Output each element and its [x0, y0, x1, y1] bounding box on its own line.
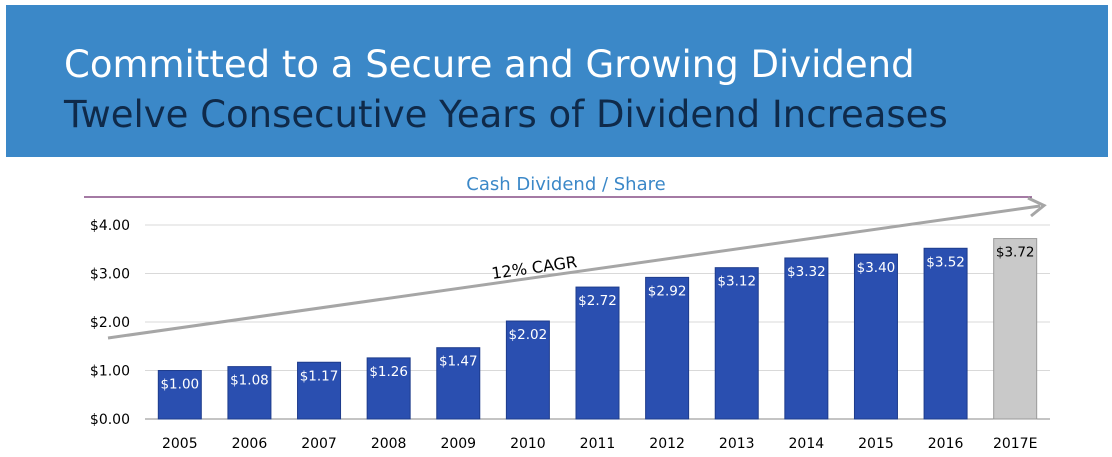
x-tick-label: 2017E	[993, 436, 1037, 452]
bar	[227, 366, 272, 420]
bar	[645, 276, 690, 420]
bar	[923, 247, 968, 420]
bar-value-label: $3.40	[857, 260, 896, 276]
y-axis: $0.00 $1.00 $2.00 $3.00 $4.00	[90, 218, 130, 428]
x-tick-label: 2011	[580, 436, 616, 452]
bar-value-label: $3.12	[717, 274, 756, 290]
x-tick-label: 2016	[928, 436, 964, 452]
x-tick-label: 2007	[301, 436, 337, 452]
bar-value-label: $2.72	[578, 293, 617, 309]
bars: $1.00 $1.08 $1.17 $1.26 $1.47 $2.02 $2.72 $2.92…	[157, 238, 1038, 420]
bar-value-label: $1.08	[230, 373, 269, 389]
bar-value-label: $2.92	[648, 283, 687, 299]
bar-value-label: $3.52	[926, 254, 965, 270]
bar-value-label: $1.00	[160, 377, 199, 393]
y-tick-label: $4.00	[90, 218, 130, 234]
trend-arrow-line	[107, 204, 1041, 340]
y-tick-label: $2.00	[90, 315, 130, 331]
bar-value-label: $3.32	[787, 264, 826, 280]
bar	[366, 357, 411, 420]
bar	[505, 320, 550, 420]
page-subtitle: Twelve Consecutive Years of Dividend Inc…	[64, 93, 948, 136]
chart-title: Cash Dividend / Share	[466, 174, 665, 195]
trend-arrow-head	[1027, 196, 1047, 218]
bar-value-label: $2.02	[509, 327, 548, 343]
x-tick-label: 2006	[232, 436, 268, 452]
bar-value-label: $1.47	[439, 354, 478, 370]
bar	[714, 267, 759, 420]
bar-value-label: $3.72	[996, 245, 1035, 261]
bar	[784, 257, 829, 420]
page-title: Committed to a Secure and Growing Divide…	[64, 43, 915, 86]
bar	[993, 238, 1038, 420]
bar-value-label: $1.17	[300, 368, 339, 384]
x-tick-label: 2008	[371, 436, 407, 452]
y-tick-label: $3.00	[90, 267, 130, 283]
header-banner: Committed to a Secure and Growing Divide…	[6, 5, 1108, 157]
y-tick-label: $0.00	[90, 412, 130, 428]
bar	[157, 370, 202, 420]
x-tick-label: 2015	[858, 436, 894, 452]
x-tick-label: 2009	[440, 436, 476, 452]
y-tick-label: $1.00	[90, 364, 130, 380]
x-tick-label: 2005	[162, 436, 198, 452]
x-tick-label: 2013	[719, 436, 755, 452]
x-axis: 2005 2006 2007 2008 2009 2010 2011 2012 2013 2014…	[162, 436, 1037, 452]
bar-value-label: $1.26	[369, 364, 408, 380]
bar	[853, 253, 898, 420]
bar	[436, 347, 481, 420]
x-tick-label: 2012	[649, 436, 685, 452]
x-tick-label: 2010	[510, 436, 546, 452]
dividend-bar-chart: Cash Dividend / Share $0.00 $1.00 $2.00 $3.…	[84, 174, 1050, 452]
x-tick-label: 2014	[789, 436, 825, 452]
bar	[575, 286, 620, 420]
bar	[297, 361, 342, 420]
